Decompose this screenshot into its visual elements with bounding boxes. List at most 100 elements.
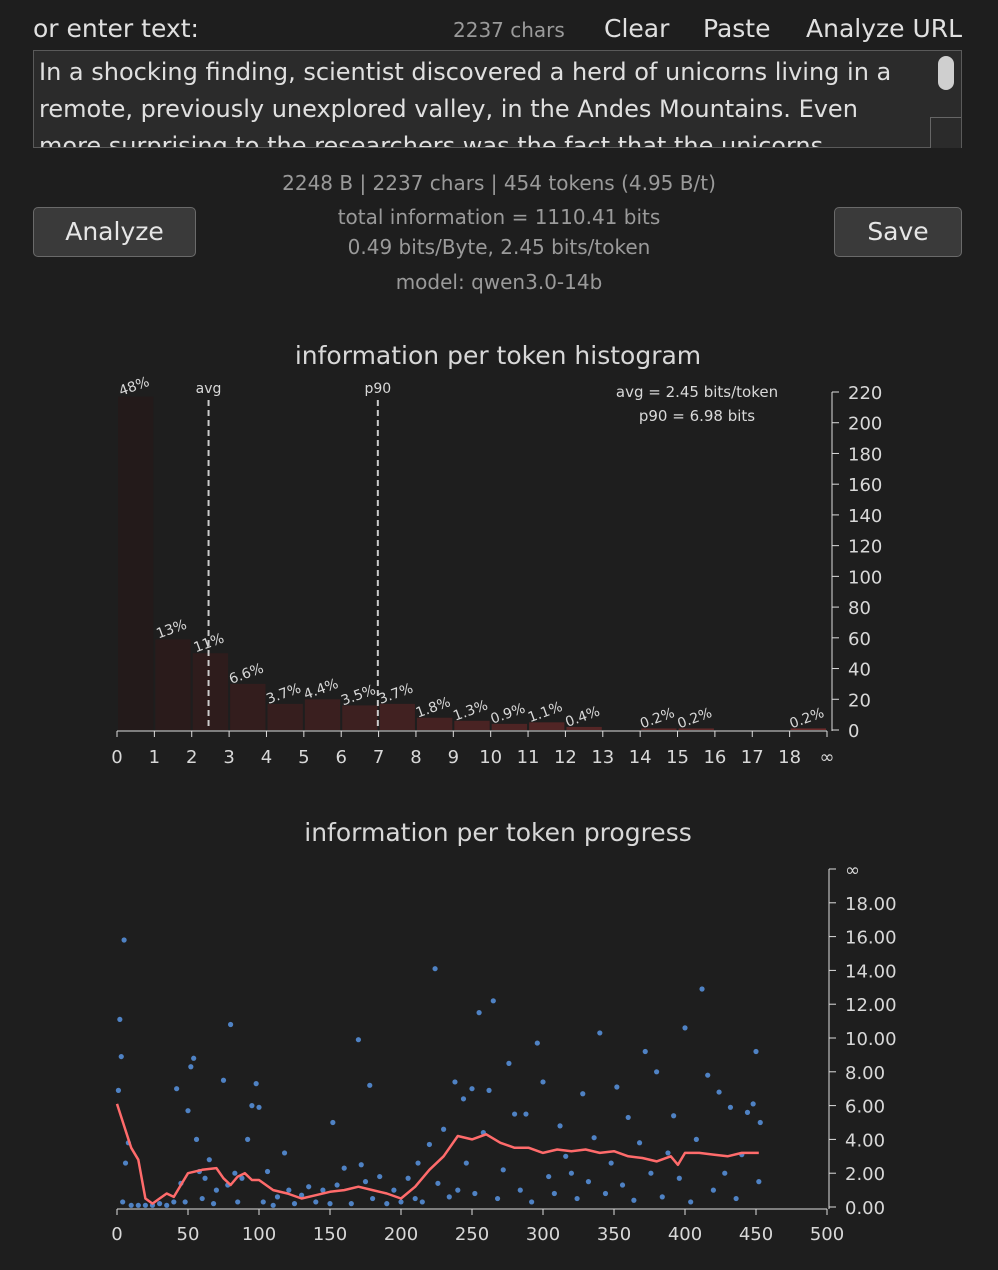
y-tick-label: 0.00	[845, 1198, 885, 1219]
point	[540, 1079, 546, 1085]
analyze-url-button[interactable]: Analyze URL	[806, 14, 963, 43]
point	[757, 1119, 763, 1126]
y-tick-label: 20	[848, 690, 871, 711]
point	[291, 1201, 298, 1207]
bar-label: 1.3%	[451, 697, 490, 724]
point	[306, 1184, 312, 1190]
point	[523, 1111, 529, 1117]
paste-button[interactable]: Paste	[703, 14, 771, 43]
bar	[566, 726, 602, 730]
y-tick-label: 16.00	[845, 928, 897, 949]
point	[121, 937, 127, 943]
bar	[529, 722, 565, 730]
point	[659, 1194, 665, 1200]
save-button[interactable]: Save	[834, 207, 962, 257]
x-tick-label: 0	[111, 1224, 122, 1245]
point	[580, 1091, 586, 1097]
x-tick-label: 1	[149, 747, 160, 768]
bar	[491, 723, 528, 730]
point	[693, 1136, 699, 1142]
point	[546, 1173, 552, 1180]
x-tick-label: 450	[739, 1224, 773, 1245]
point	[619, 1182, 626, 1188]
y-tick-label: 12.00	[845, 995, 897, 1016]
text-input[interactable]: In a shocking finding, scientist discove…	[33, 50, 962, 148]
point	[334, 1182, 340, 1188]
point	[676, 1175, 682, 1181]
x-tick-label: 17	[741, 747, 764, 768]
point	[341, 1165, 347, 1171]
y-tick-label: ∞	[845, 860, 860, 881]
point	[122, 1160, 129, 1166]
marker-label: p90	[364, 381, 391, 397]
bar-label: 3.7%	[376, 681, 415, 708]
x-tick-label: 250	[455, 1224, 489, 1245]
point	[405, 1175, 411, 1181]
point	[115, 1087, 122, 1093]
x-tick-label: 9	[448, 747, 459, 768]
y-tick-label: 0	[848, 721, 859, 742]
annotation: avg = 2.45 bits/token	[616, 383, 778, 401]
bar	[155, 639, 191, 730]
point	[210, 1201, 217, 1207]
x-tick-label: 100	[242, 1224, 276, 1245]
point	[494, 1195, 501, 1202]
point	[355, 1037, 361, 1043]
x-tick-label: 18	[778, 747, 801, 768]
point	[426, 1141, 432, 1148]
point	[239, 1175, 245, 1181]
point	[557, 1123, 563, 1129]
point	[213, 1187, 219, 1193]
scrollbar-thumb[interactable]	[938, 56, 954, 90]
bar-label: 1.8%	[414, 694, 453, 721]
input-label: or enter text:	[33, 14, 199, 43]
point	[534, 1040, 540, 1046]
point	[511, 1111, 518, 1117]
x-tick-label: 16	[703, 747, 726, 768]
point	[264, 1168, 271, 1175]
point	[642, 1048, 648, 1055]
bar	[304, 699, 341, 730]
point	[185, 1108, 191, 1114]
x-tick-label: 4	[261, 747, 272, 768]
point	[117, 1016, 123, 1023]
annotation: p90 = 6.98 bits	[639, 407, 755, 425]
point	[529, 1199, 535, 1205]
point	[460, 1096, 467, 1102]
point	[157, 1201, 163, 1207]
point	[419, 1199, 425, 1205]
x-tick-label: 2	[186, 747, 197, 768]
point	[362, 1179, 369, 1185]
x-tick-label: 15	[666, 747, 689, 768]
point	[455, 1187, 461, 1193]
y-tick-label: 8.00	[845, 1063, 885, 1084]
point	[463, 1160, 469, 1166]
analyze-button[interactable]: Analyze	[33, 207, 196, 257]
point	[199, 1195, 205, 1202]
x-tick-label: 5	[298, 747, 309, 768]
y-tick-label: 80	[848, 598, 871, 619]
point	[631, 1197, 637, 1203]
y-tick-label: 140	[848, 506, 882, 527]
point	[120, 1199, 126, 1205]
point	[270, 1202, 276, 1208]
point	[648, 1170, 654, 1176]
resize-grip[interactable]	[930, 117, 961, 148]
point	[574, 1195, 580, 1202]
y-tick-label: 10.00	[845, 1029, 897, 1050]
bar-label: 6.6%	[227, 661, 266, 688]
bar-label: 3.7%	[264, 681, 303, 708]
point	[625, 1114, 631, 1121]
point	[716, 1089, 722, 1095]
point	[469, 1086, 475, 1092]
point	[135, 1202, 141, 1208]
point	[164, 1202, 170, 1208]
x-tick-label: 50	[177, 1224, 200, 1245]
point	[327, 1201, 333, 1207]
point	[128, 1202, 134, 1208]
point	[563, 1153, 569, 1159]
point	[182, 1199, 188, 1205]
clear-button[interactable]: Clear	[604, 14, 670, 43]
y-tick-label: 160	[848, 475, 882, 496]
